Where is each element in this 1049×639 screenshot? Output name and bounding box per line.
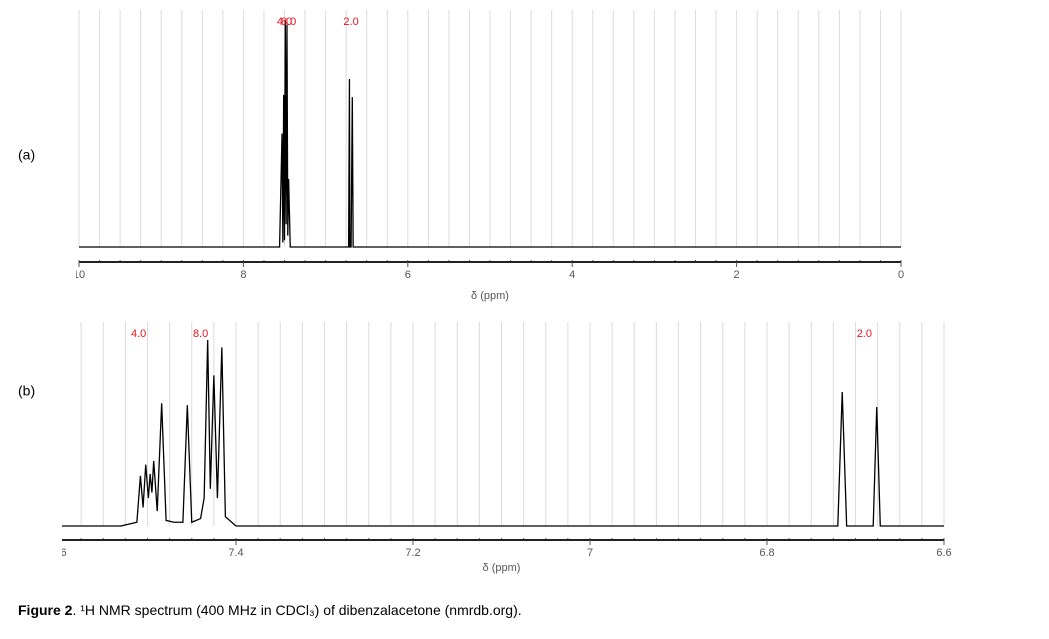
- integration-label: 8.0: [193, 328, 208, 340]
- x-tick-label: 4: [569, 269, 575, 281]
- x-tick-label: 6.6: [936, 547, 951, 559]
- x-axis-label: δ (ppm): [471, 290, 509, 302]
- x-tick-label: 2: [734, 269, 740, 281]
- x-tick-label: 6.8: [759, 547, 774, 559]
- caption-text: . ¹H NMR spectrum (400 MHz in CDCl₃) of …: [72, 602, 521, 618]
- integration-label: 4.0: [131, 328, 146, 340]
- panel-label: (a): [18, 147, 35, 163]
- x-axis-label: δ (ppm): [483, 562, 521, 574]
- spectrum-line: [79, 19, 901, 248]
- x-tick-label: 7.4: [228, 547, 243, 559]
- x-tick-label: 7.2: [405, 547, 420, 559]
- integration-label: 8.0: [281, 16, 296, 28]
- panel-label: (b): [18, 383, 35, 399]
- panel: 10 8 6 4 2 0 4.08.0 2.0: [73, 10, 904, 281]
- caption-label: Figure 2: [18, 602, 73, 618]
- panel: 7.6 7.4 7.2 7 6.8 6.6 4.0 8.0 2.0: [51, 322, 952, 559]
- spectrum-line: [62, 339, 944, 527]
- integration-label: 2.0: [857, 328, 872, 340]
- x-tick-label: 6: [405, 269, 411, 281]
- x-tick-label: 8: [240, 269, 246, 281]
- integration-label: 2.0: [343, 16, 358, 28]
- integration-label: 4.0: [277, 16, 292, 28]
- x-tick-label: 10: [73, 269, 85, 281]
- x-tick-label: 7.6: [51, 547, 66, 559]
- caption: Figure 2. ¹H NMR spectrum (400 MHz in CD…: [18, 602, 522, 618]
- x-tick-label: 7: [587, 547, 593, 559]
- x-tick-label: 0: [898, 269, 904, 281]
